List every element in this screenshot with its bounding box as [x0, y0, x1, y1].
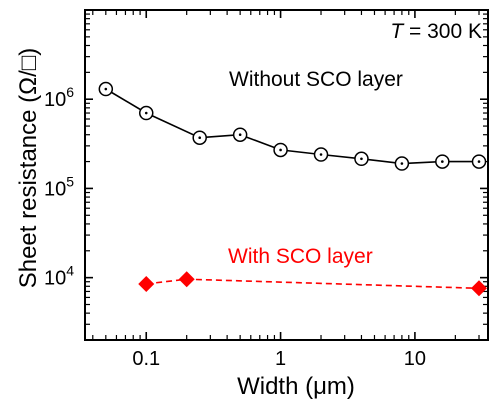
data-point-center: [319, 153, 323, 156]
legend-label-without-sco: Without SCO layer: [229, 68, 403, 91]
series-layer: [98, 81, 488, 297]
data-point-center: [477, 160, 481, 163]
data-point-center: [104, 87, 108, 91]
x-tick-label: 0.1: [132, 348, 160, 370]
data-point: [273, 142, 288, 158]
data-point-diamond: [138, 275, 155, 292]
data-point-center: [400, 162, 404, 165]
data-point: [471, 154, 487, 169]
data-point-diamond: [471, 280, 488, 297]
data-point: [192, 130, 207, 145]
temperature-annotation: T = 300 K: [390, 20, 482, 43]
y-axis-title: Sheet resistance (Ω/□): [15, 48, 42, 289]
data-point: [435, 154, 450, 169]
x-tick-label: 10: [404, 348, 426, 370]
x-tick-label: 1: [275, 348, 286, 370]
plot-frame: [84, 9, 489, 341]
data-point-diamond: [178, 271, 195, 288]
data-point-center: [279, 148, 282, 152]
y-tick-label: 104: [44, 263, 74, 290]
data-point: [138, 105, 154, 121]
data-point-center: [144, 111, 148, 115]
data-point: [232, 127, 248, 142]
data-point: [98, 81, 114, 97]
y-tick-label: 105: [44, 173, 74, 200]
series-line-1: [146, 278, 480, 290]
data-point-center: [238, 133, 242, 137]
x-axis-title: Width (μm): [237, 373, 355, 400]
legend-label-with-sco: With SCO layer: [228, 245, 373, 268]
data-point-center: [198, 136, 202, 140]
y-tick-label: 106: [44, 84, 74, 111]
temperature-symbol: T: [390, 20, 405, 43]
data-point: [313, 147, 329, 162]
data-point-center: [441, 160, 444, 163]
series-line-0: [105, 88, 479, 165]
axes: 0.1 1 10 104 105 106: [44, 9, 489, 370]
data-point-center: [360, 157, 363, 161]
temperature-value: = 300 K: [403, 20, 482, 43]
data-point: [394, 156, 410, 171]
data-point: [354, 151, 369, 167]
